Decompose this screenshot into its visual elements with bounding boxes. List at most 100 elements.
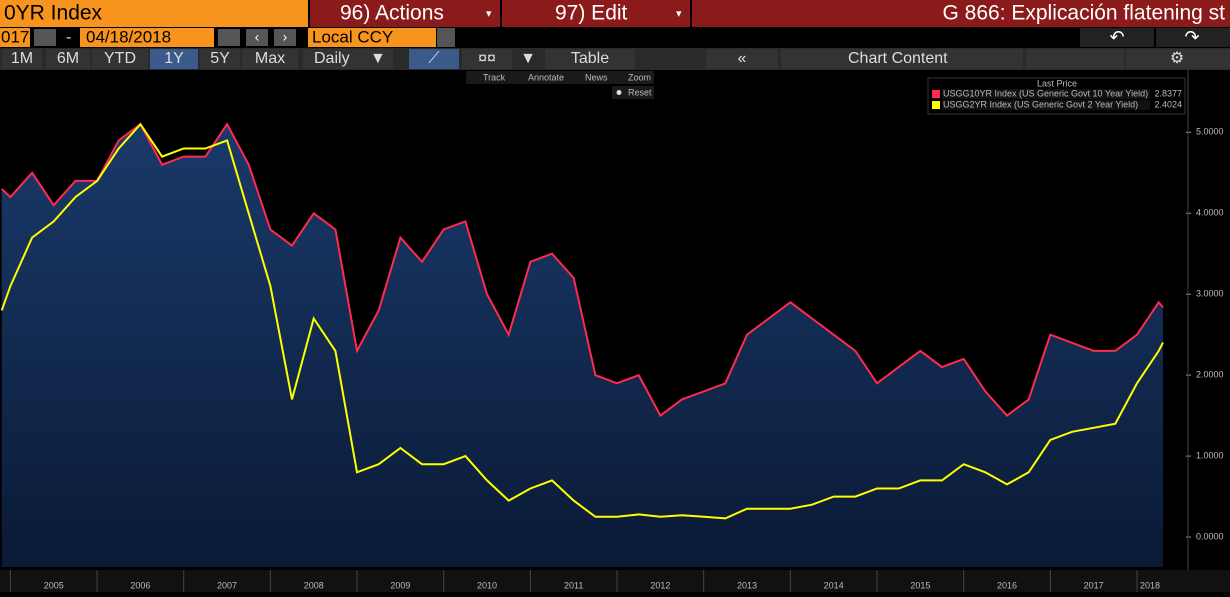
calendar-button[interactable] xyxy=(34,29,56,46)
actions: 96) Actions xyxy=(340,2,444,25)
legend-value: 2.4024 xyxy=(1154,99,1182,109)
legend-title: Last Price xyxy=(1037,78,1077,88)
x-tick-label: 2018 xyxy=(1140,580,1160,590)
range: YTD xyxy=(104,50,136,67)
legend-label: USGG2YR Index (US Generic Govt 2 Year Yi… xyxy=(943,99,1138,109)
currency: Local CCY xyxy=(312,27,393,46)
prev-icon: ‹ xyxy=(255,29,260,45)
y-tick-label: 4.0000 xyxy=(1196,208,1224,218)
x-tick-label: 2006 xyxy=(130,580,150,590)
x-tick-label: 2005 xyxy=(44,580,64,590)
reset: Reset xyxy=(628,87,652,97)
next-icon: › xyxy=(283,29,288,45)
x-axis-band xyxy=(0,570,1230,592)
x-tick-label: 2008 xyxy=(304,580,324,590)
undo-icon: ↶ xyxy=(1109,27,1124,47)
x-tick-label: 2011 xyxy=(564,580,583,590)
range: Max xyxy=(255,50,285,67)
y-tick-label: 3.0000 xyxy=(1196,289,1224,299)
calendar-button[interactable] xyxy=(218,29,240,46)
legend-label-bg xyxy=(942,100,1150,110)
legend-value: 2.8377 xyxy=(1154,88,1182,98)
table: Table xyxy=(571,50,609,67)
reset-button[interactable] xyxy=(612,86,654,99)
end-date: 04/18/2018 xyxy=(86,27,171,46)
tool[interactable]: Track xyxy=(483,72,506,82)
x-tick-label: 2015 xyxy=(910,580,930,590)
tools-bar xyxy=(466,71,654,84)
x-tick-label: 2012 xyxy=(650,580,670,590)
redo-icon: ↷ xyxy=(1184,27,1199,47)
range: 5Y xyxy=(210,50,230,67)
currency-box[interactable] xyxy=(308,28,436,47)
edit: 97) Edit xyxy=(555,2,628,25)
y-tick-label: 1.0000 xyxy=(1196,450,1224,460)
actions-menu[interactable] xyxy=(310,0,500,27)
y-tick-label: 0.0000 xyxy=(1196,531,1224,541)
line-icon: ⟋ xyxy=(428,50,440,67)
range-button[interactable] xyxy=(2,49,42,69)
tool[interactable]: Zoom xyxy=(628,72,651,82)
currency-dropdown[interactable] xyxy=(437,28,455,47)
legend-swatch xyxy=(932,101,940,109)
x-tick-label: 2007 xyxy=(217,580,237,590)
candle-button[interactable] xyxy=(462,49,512,69)
range-button[interactable] xyxy=(150,49,198,69)
collapse-icon: « xyxy=(738,50,747,67)
x-tick-label: 2017 xyxy=(1084,580,1104,590)
caret: ▼ xyxy=(520,50,536,67)
reset-icon xyxy=(616,90,622,95)
legend-label-bg xyxy=(942,89,1150,99)
tool[interactable]: News xyxy=(585,72,608,82)
x-tick-label: 2016 xyxy=(997,580,1017,590)
edit-menu[interactable] xyxy=(502,0,690,27)
area xyxy=(1,124,1164,567)
redo-button[interactable] xyxy=(1156,28,1230,47)
dash: - xyxy=(66,29,71,46)
caret: ▾ xyxy=(676,8,682,20)
y-tick-label: 2.0000 xyxy=(1196,370,1224,380)
start-date: 017 xyxy=(1,27,29,46)
tool[interactable]: Annotate xyxy=(528,72,564,82)
candle-icon: ¤¤ xyxy=(478,50,496,67)
chart-content: Chart Content xyxy=(848,50,948,67)
caret: ▼ xyxy=(370,50,386,67)
start-date-box[interactable] xyxy=(0,28,30,47)
frequency: Daily xyxy=(314,50,350,67)
range: 6M xyxy=(57,50,79,67)
collapse-button[interactable] xyxy=(706,49,778,69)
range-button[interactable] xyxy=(200,49,240,69)
frequency-button[interactable] xyxy=(303,49,393,69)
range-button[interactable] xyxy=(46,49,90,69)
date-row xyxy=(0,27,1230,48)
title-bar xyxy=(692,0,1230,27)
series-line xyxy=(1,122,1164,418)
settings-icon: ⚙ xyxy=(1170,50,1184,67)
line-chart-button[interactable] xyxy=(409,49,459,69)
chart-content-button[interactable] xyxy=(781,49,1023,69)
security: 0YR Index xyxy=(4,2,103,25)
end-date-box[interactable] xyxy=(80,28,214,47)
range: 1M xyxy=(11,50,33,67)
range-button[interactable] xyxy=(242,49,298,69)
prev-button[interactable] xyxy=(246,29,268,46)
page-title: G 866: Explicación flatening st xyxy=(943,2,1226,25)
series-line xyxy=(0,122,1164,520)
security-box[interactable] xyxy=(0,0,308,27)
range: 1Y xyxy=(164,50,184,67)
x-tick-label: 2010 xyxy=(477,580,497,590)
x-tick-label: 2009 xyxy=(390,580,410,590)
undo-button[interactable] xyxy=(1080,28,1154,47)
edit-tool-button[interactable] xyxy=(1026,49,1124,69)
y-tick-label: 5.0000 xyxy=(1196,127,1224,137)
next-button[interactable] xyxy=(274,29,296,46)
table-button[interactable] xyxy=(545,49,635,69)
range-button[interactable] xyxy=(92,49,148,69)
caret: ▾ xyxy=(486,8,492,20)
settings-button[interactable] xyxy=(1126,49,1230,69)
x-tick-label: 2014 xyxy=(824,580,844,590)
x-tick-label: 2013 xyxy=(737,580,757,590)
legend-swatch xyxy=(932,90,940,98)
legend-label: USGG10YR Index (US Generic Govt 10 Year … xyxy=(943,88,1148,98)
